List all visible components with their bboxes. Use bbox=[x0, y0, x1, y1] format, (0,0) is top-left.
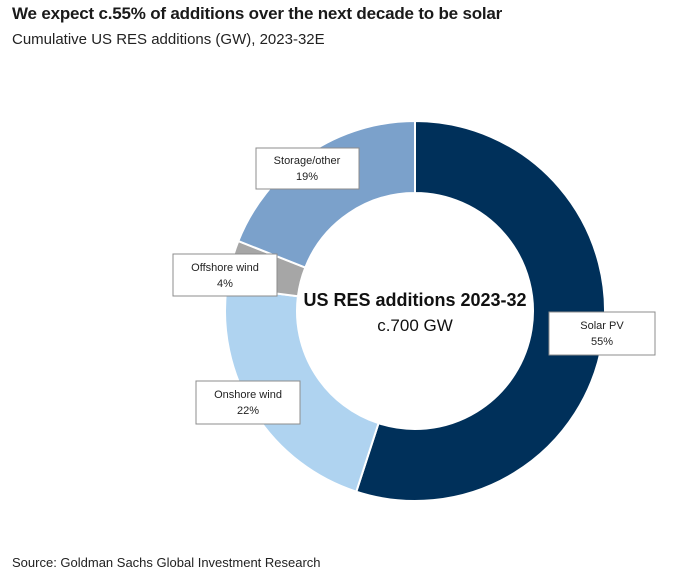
center-value: c.700 GW bbox=[377, 316, 453, 335]
slice-value-storage-other: 19% bbox=[296, 171, 318, 183]
slice-name-solar-pv: Solar PV bbox=[580, 320, 624, 332]
chart-title: We expect c.55% of additions over the ne… bbox=[12, 4, 503, 23]
slice-value-onshore-wind: 22% bbox=[237, 405, 259, 417]
slice-label-onshore-wind: Onshore wind 22% bbox=[195, 380, 301, 425]
chart-subtitle: Cumulative US RES additions (GW), 2023-3… bbox=[12, 31, 325, 48]
slice-value-offshore-wind: 4% bbox=[217, 278, 233, 290]
donut-slices bbox=[224, 119, 606, 502]
slice-label-offshore-wind: Offshore wind 4% bbox=[172, 253, 278, 297]
source-note: Source: Goldman Sachs Global Investment … bbox=[12, 555, 321, 570]
slice-solar-pv bbox=[355, 119, 606, 502]
slice-value-solar-pv: 55% bbox=[591, 336, 613, 348]
slice-storage-other bbox=[237, 119, 416, 269]
center-label: US RES additions 2023-32 bbox=[303, 290, 526, 310]
slice-name-storage-other: Storage/other bbox=[274, 155, 341, 167]
slice-label-solar-pv: Solar PV 55% bbox=[548, 311, 656, 356]
slice-name-onshore-wind: Onshore wind bbox=[214, 389, 282, 401]
slice-label-storage-other: Storage/other 19% bbox=[255, 147, 360, 190]
slice-name-offshore-wind: Offshore wind bbox=[191, 262, 259, 274]
